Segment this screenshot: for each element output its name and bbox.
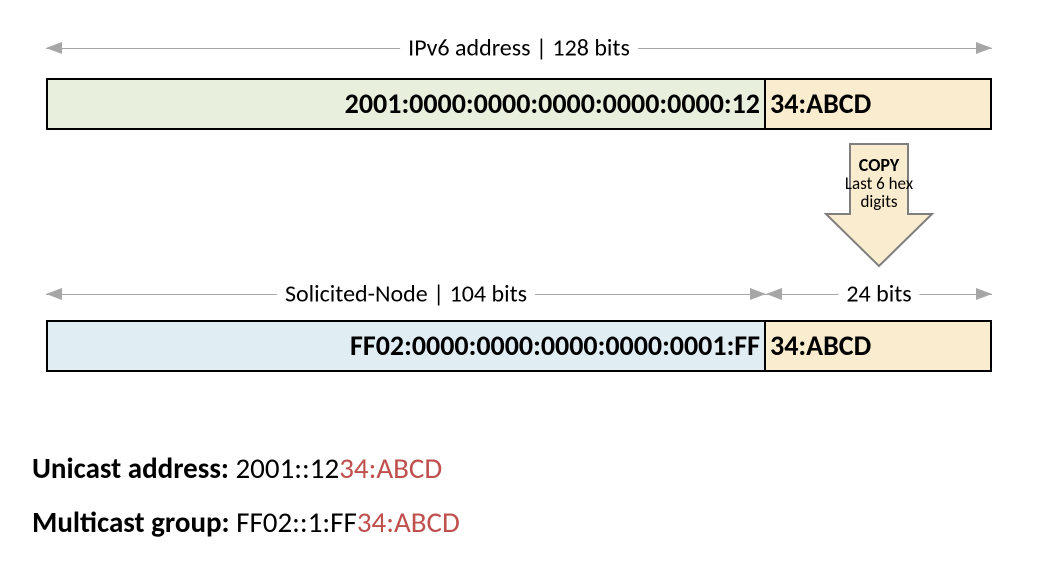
dimension-ipv6-full: IPv6 address | 128 bits <box>46 30 992 66</box>
dimension-solicited-node: Solicited-Node | 104 bits <box>46 276 766 312</box>
dim-arrow-right <box>750 288 766 300</box>
solicited-node-suffix-24: 34:ABCD <box>766 320 992 372</box>
copy-line3: digits <box>860 191 897 212</box>
summary-unicast-plain: 2001::12 <box>235 450 339 486</box>
dim-arrow-right <box>976 288 992 300</box>
summary-unicast: Unicast address: 2001::1234:ABCD <box>32 450 442 486</box>
dimension-24bits: 24 bits <box>766 276 992 312</box>
dim-arrow-left <box>46 288 62 300</box>
dim-arrow-left <box>766 288 782 300</box>
ipv6-address-suffix-24: 34:ABCD <box>766 78 992 130</box>
summary-multicast-plain: FF02::1:FF <box>236 504 357 540</box>
dim-arrow-left <box>46 42 62 54</box>
summary-multicast: Multicast group: FF02::1:FF34:ABCD <box>32 504 460 540</box>
dim-arrow-right <box>976 42 992 54</box>
summary-unicast-label: Unicast address: <box>32 450 229 486</box>
ipv6-address-prefix-104: 2001:0000:0000:0000:0000:0000:12 <box>46 78 766 130</box>
dim-label: 24 bits <box>838 280 919 309</box>
summary-unicast-hl: 34:ABCD <box>339 450 442 486</box>
dim-label: Solicited-Node | 104 bits <box>277 280 535 309</box>
summary-multicast-label: Multicast group: <box>32 504 230 540</box>
summary-multicast-hl: 34:ABCD <box>357 504 460 540</box>
copy-arrow-label: COPY Last 6 hex digits <box>822 156 936 211</box>
solicited-node-prefix-104: FF02:0000:0000:0000:0000:0001:FF <box>46 320 766 372</box>
dim-label: IPv6 address | 128 bits <box>400 34 638 63</box>
